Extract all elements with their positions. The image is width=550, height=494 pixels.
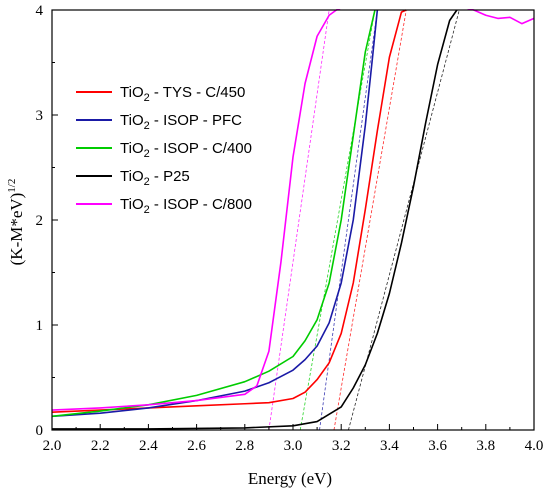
legend-label-suffix: - P25 [150, 168, 190, 185]
y-tick-label: 1 [36, 318, 44, 334]
x-tick-label: 2.4 [139, 438, 158, 454]
legend-label: TiO2 - P25 [120, 168, 190, 188]
legend-label-sub: 2 [144, 120, 150, 132]
series-line-4 [52, 9, 458, 430]
legend-label-suffix: - TYS - C/450 [150, 84, 246, 101]
tangent-line-2 [319, 9, 378, 430]
x-tick-label: 3.6 [428, 438, 447, 454]
tangent-line-3 [299, 9, 376, 430]
y-axis-title-main: (K-M*eV) [7, 193, 26, 266]
legend-label-prefix: TiO [120, 112, 144, 129]
x-tick-label: 2.0 [43, 438, 62, 454]
x-tick-label: 2.6 [187, 438, 206, 454]
legend-label-prefix: TiO [120, 196, 144, 213]
y-tick-label: 0 [36, 423, 44, 439]
series-line-2 [52, 9, 379, 418]
x-tick-label: 4.0 [525, 438, 544, 454]
legend-label: TiO2 - ISOP - C/800 [120, 196, 252, 216]
y-axis-title: (K-M*eV)1/2 [6, 179, 26, 266]
x-tick-label: 3.0 [284, 438, 303, 454]
x-axis-ticks: 2.0 2.2 2.4 2.6 2.8 3.0 3.2 3.4 3.6 3.8 4.0 [43, 424, 544, 454]
y-tick-label: 4 [36, 3, 44, 19]
series-line-3 [52, 9, 376, 418]
tangent-line-1 [333, 9, 407, 430]
x-tick-label: 3.2 [332, 438, 351, 454]
legend-label-sub: 2 [144, 176, 150, 188]
legend-label-suffix: - ISOP - PFC [150, 112, 242, 129]
x-tick-label: 2.8 [235, 438, 254, 454]
tangent-line-5 [268, 9, 330, 430]
y-tick-label: 3 [36, 108, 44, 124]
y-axis-ticks: 0 1 2 3 4 [36, 3, 58, 439]
series-line-5 [52, 9, 534, 411]
legend-label-sub: 2 [144, 148, 150, 160]
legend-label-prefix: TiO [120, 140, 144, 157]
y-tick-label: 2 [36, 213, 44, 229]
legend-label-prefix: TiO [120, 168, 144, 185]
legend-label-suffix: - ISOP - C/400 [150, 140, 252, 157]
x-tick-label: 3.4 [380, 438, 399, 454]
legend-label-suffix: - ISOP - C/800 [150, 196, 252, 213]
legend-label: TiO2 - ISOP - PFC [120, 112, 242, 132]
legend-label-prefix: TiO [120, 84, 144, 101]
legend-label: TiO2 - TYS - C/450 [120, 84, 245, 104]
x-tick-label: 2.2 [91, 438, 110, 454]
x-tick-label: 3.8 [476, 438, 495, 454]
legend-label: TiO2 - ISOP - C/400 [120, 140, 252, 160]
legend-label-sub: 2 [144, 92, 150, 104]
x-axis-title: Energy (eV) [248, 469, 332, 488]
plot-frame [51, 9, 535, 431]
legend-label-sub: 2 [144, 204, 150, 216]
y-axis-title-sup: 1/2 [6, 179, 18, 193]
data-series [52, 9, 534, 430]
series-line-1 [52, 9, 407, 413]
